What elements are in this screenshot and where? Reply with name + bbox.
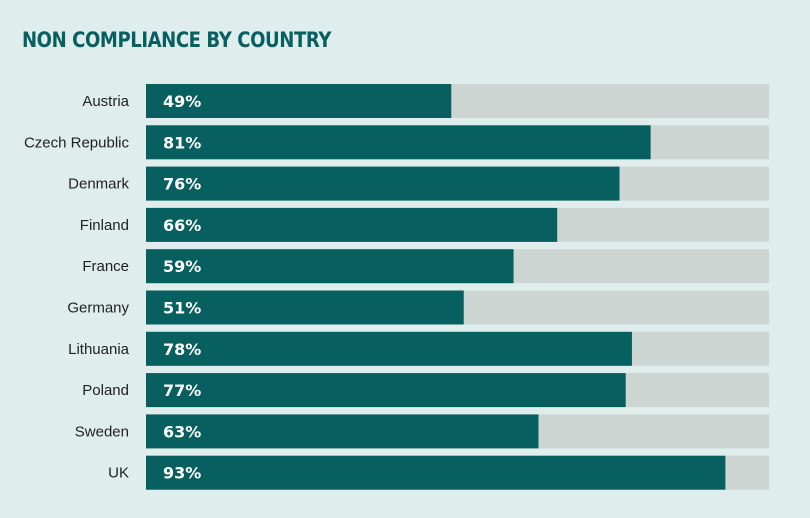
- bar-row: France 59%: [82, 249, 769, 284]
- bar-row: UK 93%: [108, 455, 769, 490]
- category-label: Czech Republic: [24, 134, 130, 151]
- chart-title: NON COMPLIANCE BY COUNTRY: [22, 28, 331, 52]
- value-label: 59%: [163, 257, 201, 276]
- bar-row: Germany 51%: [67, 290, 769, 325]
- bar-row: Austria 49%: [82, 84, 769, 118]
- bar-row: Poland 77%: [82, 373, 769, 408]
- category-label: France: [82, 258, 129, 275]
- value-label: 81%: [163, 133, 201, 152]
- bar: [146, 166, 620, 201]
- value-label: 63%: [163, 422, 201, 441]
- bar-row: Lithuania 78%: [68, 331, 769, 366]
- bar-row: Sweden 63%: [75, 414, 769, 449]
- bar: [146, 455, 726, 490]
- category-label: Sweden: [75, 423, 129, 440]
- bar: [146, 414, 539, 449]
- bar-row: Denmark 76%: [68, 166, 769, 201]
- value-label: 76%: [163, 175, 201, 194]
- category-label: Poland: [82, 382, 129, 399]
- value-label: 93%: [163, 464, 201, 483]
- bar-row: Finland 66%: [80, 207, 769, 242]
- bar: [146, 373, 626, 408]
- category-label: Lithuania: [68, 341, 130, 358]
- bar: [146, 290, 464, 325]
- bar: [146, 207, 558, 242]
- bar: [146, 84, 452, 118]
- value-label: 51%: [163, 299, 201, 318]
- value-label: 49%: [163, 92, 201, 111]
- bar-row: Czech Republic 81%: [24, 125, 769, 160]
- category-label: Finland: [80, 217, 129, 234]
- category-label: UK: [108, 465, 129, 482]
- bar: [146, 331, 632, 366]
- category-label: Denmark: [68, 176, 129, 193]
- bar: [146, 249, 514, 284]
- category-label: Germany: [67, 300, 129, 317]
- value-label: 78%: [163, 340, 201, 359]
- category-label: Austria: [82, 93, 129, 110]
- bar: [146, 125, 651, 160]
- value-label: 77%: [163, 381, 201, 400]
- value-label: 66%: [163, 216, 201, 235]
